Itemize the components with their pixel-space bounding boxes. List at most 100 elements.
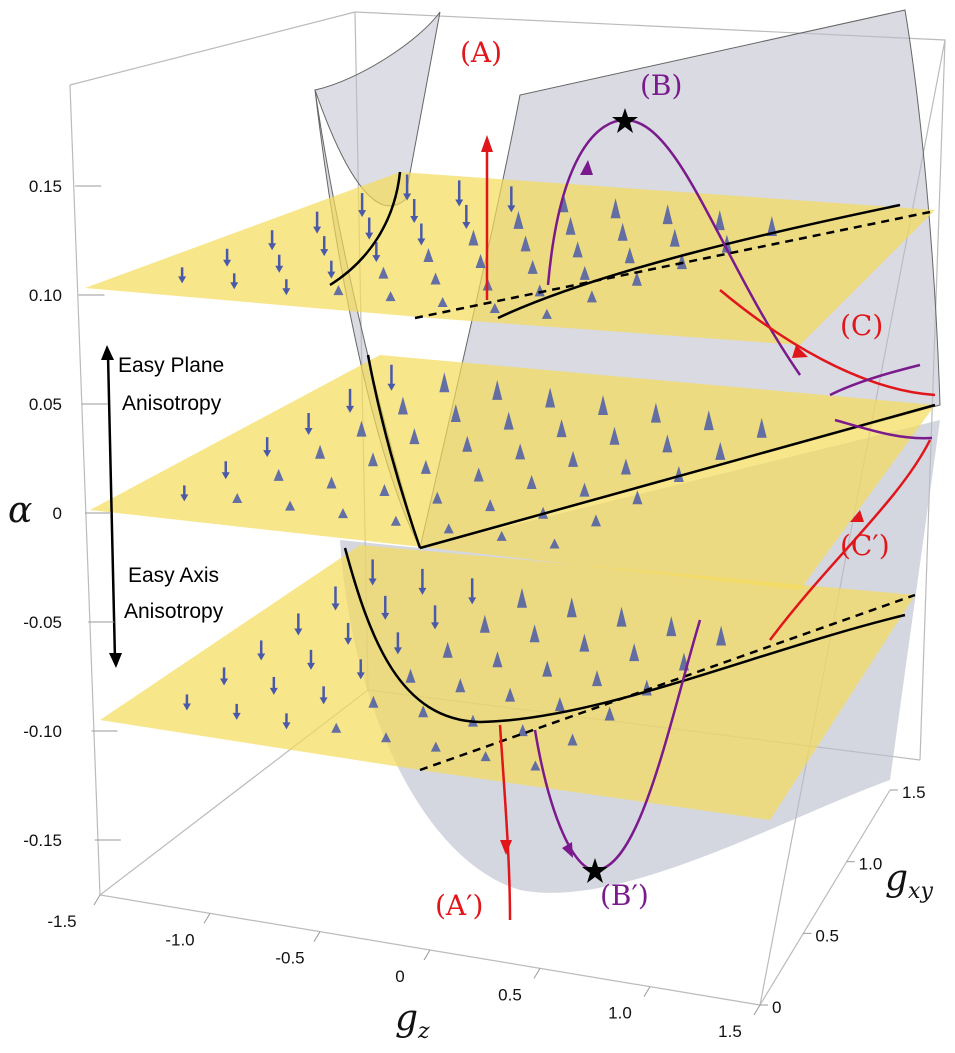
vector-arrowhead bbox=[263, 450, 272, 458]
plane-alpha-0.10 bbox=[85, 172, 935, 345]
vector-arrow bbox=[756, 417, 767, 438]
vector-arrowhead bbox=[180, 494, 189, 502]
vector-arrowhead bbox=[223, 259, 232, 267]
flow-Cprime-purple bbox=[834, 418, 933, 440]
vector-arrowhead bbox=[319, 697, 328, 705]
plane-alpha-minus-0.10 bbox=[100, 545, 915, 820]
vector-arrowhead bbox=[417, 238, 426, 246]
vector-arrow bbox=[331, 722, 342, 733]
vector-arrowhead bbox=[232, 712, 241, 720]
gxy-tick-label: 0 bbox=[772, 998, 781, 1017]
gz-tick-label: 1.0 bbox=[608, 1004, 632, 1023]
vector-arrow bbox=[232, 493, 243, 504]
vector-arrowhead bbox=[282, 722, 291, 730]
vector-arrowhead bbox=[269, 687, 278, 695]
vector-arrowhead bbox=[468, 597, 477, 605]
gz-tick-label: -1.5 bbox=[47, 912, 76, 931]
easy-plane-label-1: Easy Plane bbox=[118, 354, 224, 377]
flow-Cprime bbox=[769, 439, 932, 641]
vector-arrow bbox=[715, 441, 726, 460]
easy-axis-label-1: Easy Axis bbox=[128, 564, 219, 587]
gz-tick-mark bbox=[533, 968, 541, 979]
vector-arrowhead bbox=[294, 628, 303, 636]
vector-arrow bbox=[368, 695, 379, 708]
vector-arrowhead bbox=[410, 216, 419, 224]
gz-axis-label: gz bbox=[395, 998, 430, 1044]
label-A: (A) bbox=[460, 36, 502, 69]
vector-arrow bbox=[505, 687, 516, 702]
flow-A-arrowhead bbox=[481, 135, 493, 152]
vector-arrowhead bbox=[393, 647, 402, 655]
vector-arrow bbox=[520, 235, 531, 252]
star-Bprime-icon bbox=[582, 858, 608, 883]
vector-arrow bbox=[423, 248, 434, 263]
anisotropy-arrow bbox=[106, 354, 117, 661]
gz-tick-label: 1.5 bbox=[718, 1022, 742, 1041]
vector-arrowhead bbox=[268, 243, 277, 251]
vector-arrow bbox=[475, 253, 486, 268]
vector-arrow bbox=[541, 308, 552, 319]
vector-arrow bbox=[517, 724, 528, 737]
vector-arrow bbox=[579, 633, 590, 652]
vector-arrowhead bbox=[346, 405, 355, 413]
vector-arrowhead bbox=[372, 255, 381, 263]
vector-arrowhead bbox=[431, 622, 440, 630]
vector-arrowhead bbox=[365, 232, 374, 240]
vector-arrow bbox=[430, 741, 441, 752]
vector-arrow bbox=[766, 216, 777, 237]
vector-arrowhead bbox=[304, 428, 313, 436]
alpha-tick-label: -0.15 bbox=[23, 831, 62, 850]
vector-arrow bbox=[567, 733, 578, 746]
vector-arrow bbox=[631, 271, 642, 286]
vector-arrowhead bbox=[182, 703, 191, 711]
alpha-tick-label: 0.05 bbox=[29, 395, 62, 414]
vector-arrow bbox=[485, 499, 496, 512]
vector-arrow bbox=[617, 222, 628, 241]
vector-arrow bbox=[526, 475, 537, 490]
vector-arrow bbox=[620, 458, 631, 475]
vector-arrow bbox=[592, 670, 603, 687]
vector-arrow bbox=[379, 484, 390, 497]
vector-arrow bbox=[598, 395, 609, 416]
vector-arrowhead bbox=[381, 612, 390, 620]
vector-arrow bbox=[503, 411, 514, 430]
gxy-axis-label: gxy bbox=[885, 858, 933, 904]
vector-field bbox=[178, 174, 777, 771]
easy-axis-label-2: Anisotropy bbox=[124, 600, 224, 623]
vector-arrow bbox=[616, 606, 627, 627]
vector-arrow bbox=[315, 444, 326, 459]
vector-arrow bbox=[409, 428, 420, 445]
vector-arrow bbox=[480, 751, 491, 762]
vector-arrow bbox=[285, 500, 296, 511]
vector-arrow bbox=[337, 508, 348, 519]
label-C: (C) bbox=[840, 309, 883, 342]
flow-lines bbox=[481, 118, 936, 921]
gz-tick-label: -0.5 bbox=[275, 949, 304, 968]
vector-arrow bbox=[714, 210, 725, 231]
vector-arrow bbox=[556, 419, 567, 438]
vector-arrow bbox=[545, 387, 556, 408]
vector-arrow bbox=[455, 678, 466, 693]
vector-arrow bbox=[568, 450, 579, 467]
vector-arrow bbox=[579, 482, 590, 497]
vector-arrowhead bbox=[507, 205, 516, 213]
vector-arrowhead bbox=[331, 603, 340, 611]
vector-arrowhead bbox=[387, 383, 396, 391]
vector-arrow bbox=[390, 515, 401, 526]
vector-arrowhead bbox=[230, 282, 239, 290]
vector-arrowhead bbox=[221, 472, 230, 480]
alpha-tick-label: 0.15 bbox=[29, 177, 62, 196]
vector-arrow bbox=[610, 198, 621, 219]
vector-arrow bbox=[609, 426, 620, 445]
vector-arrow bbox=[437, 297, 448, 308]
gz-tick-label: -1.0 bbox=[165, 930, 194, 949]
vector-arrowhead bbox=[178, 276, 187, 284]
vector-arrow bbox=[530, 760, 541, 771]
flow-C bbox=[719, 289, 936, 397]
plane-alpha-0 bbox=[90, 355, 935, 590]
vector-arrow bbox=[492, 651, 503, 668]
gz-tick-mark bbox=[93, 894, 101, 906]
vector-arrow bbox=[604, 706, 615, 721]
alpha-tick-label: 0.10 bbox=[29, 286, 62, 305]
gz-tick-mark bbox=[753, 1004, 761, 1016]
